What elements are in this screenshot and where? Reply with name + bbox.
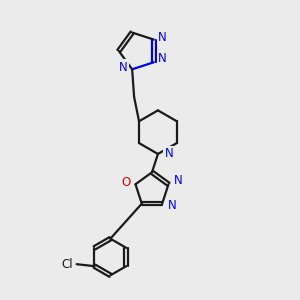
Text: N: N [168, 199, 176, 212]
Text: N: N [119, 61, 128, 74]
Text: N: N [174, 174, 183, 187]
Text: O: O [121, 176, 130, 189]
Text: N: N [164, 148, 173, 160]
Text: Cl: Cl [61, 258, 73, 271]
Text: N: N [158, 52, 167, 65]
Text: N: N [158, 31, 167, 44]
